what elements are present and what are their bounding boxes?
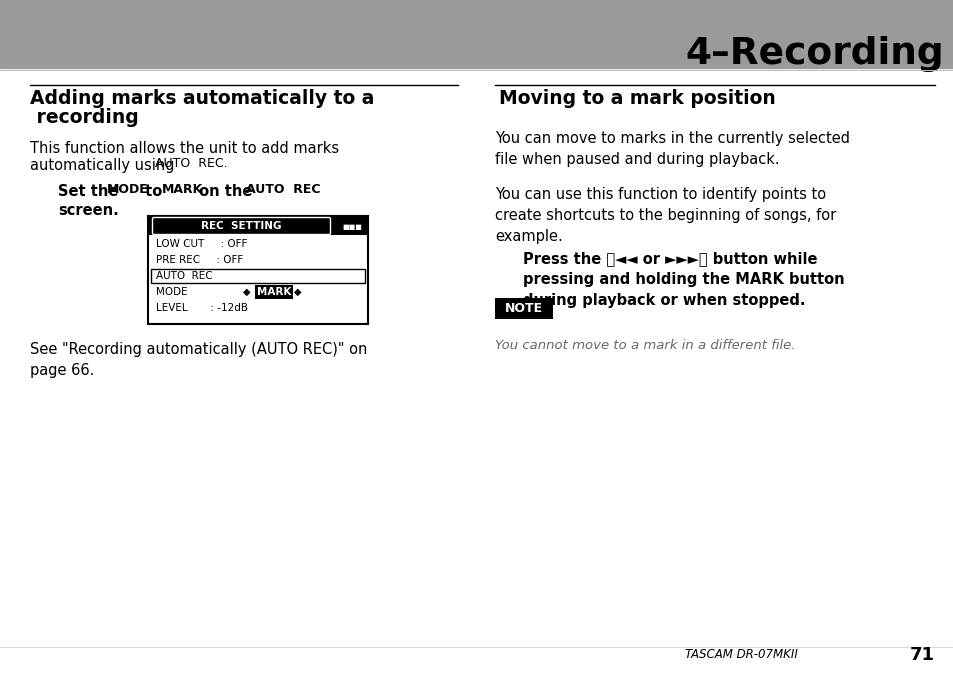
Text: MARK: MARK (162, 183, 203, 196)
Bar (254, 285, 293, 299)
Text: MODE: MODE (156, 287, 188, 297)
Text: 71: 71 (909, 646, 934, 664)
Text: PRE REC     : OFF: PRE REC : OFF (156, 255, 243, 265)
Text: ◆: ◆ (243, 287, 251, 297)
Text: Press the ⏮◄◄ or ►►►⏭ button while
pressing and holding the MARK button
during p: Press the ⏮◄◄ or ►►►⏭ button while press… (522, 251, 843, 308)
Text: NOTE: NOTE (504, 302, 542, 315)
Text: LEVEL       : -12dB: LEVEL : -12dB (156, 303, 248, 313)
Bar (148, 216, 368, 324)
Text: to: to (140, 184, 167, 199)
Text: ◆: ◆ (294, 287, 301, 297)
Text: Set the: Set the (58, 184, 123, 199)
Text: AUTO  REC: AUTO REC (156, 271, 213, 281)
Text: LOW CUT     : OFF: LOW CUT : OFF (156, 239, 247, 249)
Text: ■■■: ■■■ (342, 223, 361, 230)
Bar (151, 269, 365, 283)
Text: Moving to a mark position: Moving to a mark position (498, 89, 775, 108)
Bar (0, 0, 953, 68)
Text: You cannot move to a mark in a different file.: You cannot move to a mark in a different… (495, 339, 795, 352)
Text: Adding marks automatically to a: Adding marks automatically to a (30, 89, 374, 108)
Text: AUTO  REC: AUTO REC (246, 183, 320, 196)
Bar (149, 217, 367, 235)
Text: screen.: screen. (58, 203, 118, 218)
Text: MODE: MODE (107, 183, 149, 196)
Text: REC  SETTING: REC SETTING (201, 221, 281, 231)
Text: MARK: MARK (256, 287, 291, 297)
Text: automatically using: automatically using (30, 158, 179, 173)
Text: AUTO  REC.: AUTO REC. (154, 157, 228, 170)
FancyBboxPatch shape (152, 217, 330, 234)
Text: recording: recording (30, 108, 138, 127)
Bar (495, 298, 553, 319)
Text: You can use this function to identify points to
create shortcuts to the beginnin: You can use this function to identify po… (495, 187, 836, 244)
Text: See "Recording automatically (AUTO REC)" on
page 66.: See "Recording automatically (AUTO REC)"… (30, 342, 367, 378)
Text: TASCAM DR-07MKII: TASCAM DR-07MKII (684, 649, 797, 662)
Text: This function allows the unit to add marks: This function allows the unit to add mar… (30, 141, 338, 156)
Text: 4–Recording: 4–Recording (684, 36, 943, 72)
Text: You can move to marks in the currently selected
file when paused and during play: You can move to marks in the currently s… (495, 131, 849, 167)
Text: on the: on the (193, 184, 257, 199)
